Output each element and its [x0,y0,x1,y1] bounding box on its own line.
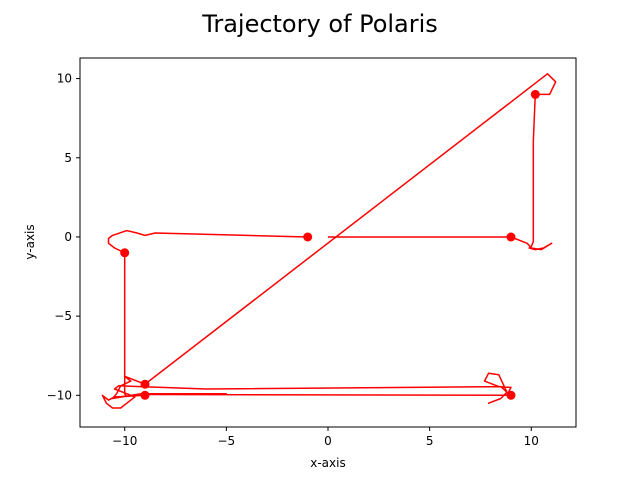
trajectory-point-7 [507,391,516,400]
y-tick-label: 5 [64,151,72,165]
y-tick-label: 10 [57,72,72,86]
trajectory-point-3 [531,90,540,99]
trajectory-point-4 [120,248,129,257]
y-tick-label: −10 [47,388,72,402]
trajectory-point-2 [507,233,516,242]
x-tick-label: −5 [218,434,236,448]
x-tick-label: 5 [426,434,434,448]
x-tick-label: 10 [524,434,539,448]
y-axis-label: y-axis [23,224,37,259]
y-tick-label: −5 [54,309,72,323]
trajectory-point-5 [141,380,150,389]
x-tick-label: 0 [324,434,332,448]
trajectory-line-1 [113,74,556,399]
trajectory-point-1 [303,233,312,242]
trajectory-line-3 [125,253,127,397]
x-axis-label: x-axis [310,456,345,470]
trajectory-line-2 [102,373,511,408]
y-tick-label: 0 [64,230,72,244]
x-tick-label: −10 [112,434,137,448]
trajectory-point-6 [141,391,150,400]
trajectory-line-4 [109,231,308,253]
chart-title: Trajectory of Polaris [201,10,438,38]
plot-area [102,74,555,408]
